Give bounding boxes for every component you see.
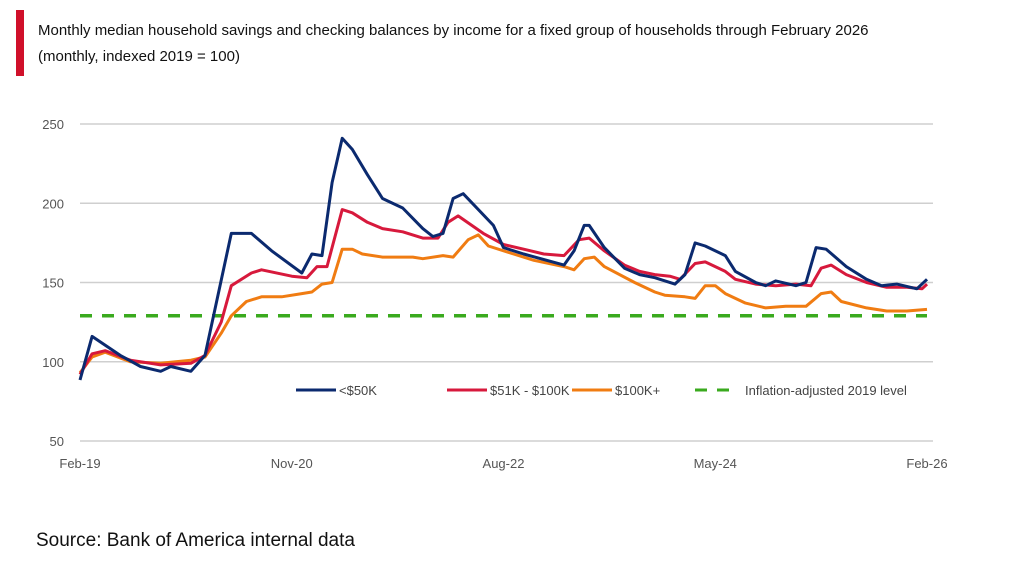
y-tick-label: 100 — [42, 355, 64, 370]
y-tick-label: 250 — [42, 117, 64, 132]
x-tick-label: May-24 — [694, 456, 737, 471]
legend-label: Inflation-adjusted 2019 level — [745, 383, 907, 398]
series-line-2 — [78, 233, 928, 374]
x-tick-label: Nov-20 — [271, 456, 313, 471]
x-tick-label: Feb-26 — [906, 456, 947, 471]
source-note: Source: Bank of America internal data — [36, 530, 355, 551]
legend-label: $100K+ — [615, 383, 660, 398]
x-tick-label: Feb-19 — [59, 456, 100, 471]
y-tick-label: 150 — [42, 276, 64, 291]
legend-label: $51K - $100K — [490, 383, 570, 398]
legend-label: <$50K — [339, 383, 377, 398]
y-tick-label: 200 — [42, 196, 64, 211]
title-accent-bar — [16, 10, 24, 76]
chart-title: Monthly median household savings and che… — [38, 22, 869, 39]
y-tick-label: 50 — [50, 434, 64, 449]
chart-subtitle: (monthly, indexed 2019 = 100) — [38, 48, 240, 65]
series-line-0 — [78, 136, 929, 381]
x-tick-label: Aug-22 — [483, 456, 525, 471]
chart-title-block: Monthly median household savings and che… — [38, 18, 869, 70]
